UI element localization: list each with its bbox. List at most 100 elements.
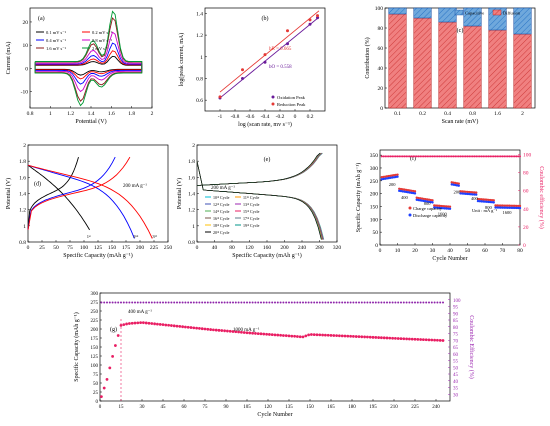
efficiency-point [316,301,318,304]
capacity-point [186,325,190,329]
capacity-point [119,324,123,327]
efficiency-point [425,301,428,304]
bar-capacitive [513,7,532,35]
efficiency-point [282,301,285,304]
x-tick-label: 0.8 [469,111,476,117]
capacity-point [374,336,378,339]
discharge-point [508,206,511,210]
y-tick-label: 40 [378,66,384,72]
charge-curve [27,156,116,230]
efficiency-point [405,155,408,158]
capacity-point [326,333,330,337]
data-point [286,42,289,46]
capacity-point [338,334,341,338]
data-point [308,22,312,26]
efficiency-point [237,301,240,304]
charge-curve [196,152,323,186]
efficiency-point [190,301,192,304]
data-point [286,29,289,33]
capacity-point [335,334,338,338]
data-point [308,18,312,22]
charge-point [475,191,478,194]
efficiency-point [246,301,248,304]
efficiency-point [470,155,472,158]
discharge-point [483,200,487,203]
charge-curve [196,152,323,186]
charge-point [443,205,446,208]
capacity-point [399,337,403,340]
x-tick-label: 30 [140,405,146,410]
y2-tick-label: 75 [453,333,459,338]
charge-point [511,204,515,208]
efficiency-point [468,155,471,158]
x-axis-label: Scan rate (mV) [442,118,479,125]
efficiency-point [327,301,330,304]
efficiency-point [352,301,355,304]
discharge-point [396,175,399,178]
efficiency-point [363,301,366,304]
charge-point [431,199,434,202]
capacity-point [170,324,173,327]
capacity-point [234,330,238,334]
charge-point [515,204,518,208]
charge-curve [196,152,323,186]
efficiency-point [433,301,436,304]
capacity-point [298,335,302,339]
x-tick-label: 1.2 [67,111,74,117]
efficiency-point [134,301,136,304]
efficiency-point [346,301,349,304]
y-tick-label: 300 [91,292,99,297]
y-tick-label: 20 [378,86,384,92]
efficiency-point [338,301,341,304]
efficiency-point [475,155,478,158]
capacity-point [349,334,352,338]
y-tick-label: 100 [375,6,384,12]
y-tick-label: 80 [378,26,384,32]
capacity-point [268,333,271,336]
panel-e: 0 40 80 120 160 200 240 280 320 0.8 1 1.2 1.4 1.6 1.8 2… [176,143,341,259]
capacity-point [282,334,285,337]
capacity-point [181,325,185,329]
efficiency-point [480,155,483,158]
discharge-point [504,206,508,209]
panel-c: 0 20 40 60 80 100 0.1 0.2 0.4 0.8 1.6 2 Scan rate (m… [364,6,536,125]
capacity-point [223,329,227,333]
efficiency-point [513,155,516,158]
panel-label: (e) [264,156,271,163]
efficiency-point [436,155,439,158]
efficiency-point [412,155,415,158]
efficiency-point [454,155,457,158]
charge-point [501,204,504,207]
efficiency-point [290,301,293,304]
plot-frame [99,292,451,402]
discharge-point [448,207,452,210]
charge-point [413,190,417,193]
capacity-point [354,335,358,338]
x-tick-label: 0.1 [394,111,401,117]
legend-label: 2 mV s⁻¹ [92,46,109,51]
legend-label: Reduction Peak [277,102,306,107]
efficiency-point [466,155,469,158]
bar-diffusion [388,13,407,109]
capacity-point [127,322,131,325]
capacity-point [164,323,168,327]
discharge-point [473,193,476,196]
capacity-point [189,326,193,329]
efficiency-point [429,155,432,158]
efficiency-point [422,301,425,304]
charge-curve [27,156,131,230]
y-tick-label: 250 [91,310,99,315]
efficiency-point [293,301,296,304]
y-tick-label: 200 [370,192,379,198]
y2-tick-label: 80 [453,326,459,331]
discharge-point [436,206,439,209]
efficiency-point [360,301,363,304]
charge-point [448,205,452,208]
discharge-point [499,206,502,209]
capacity-point [226,329,229,333]
efficiency-point [428,155,430,158]
capacity-point [343,334,347,338]
efficiency-point [450,155,453,158]
legend-label: 19ᵗʰ Cycle [243,223,260,228]
legend-label: 0.8 mV s⁻¹ [92,38,113,43]
